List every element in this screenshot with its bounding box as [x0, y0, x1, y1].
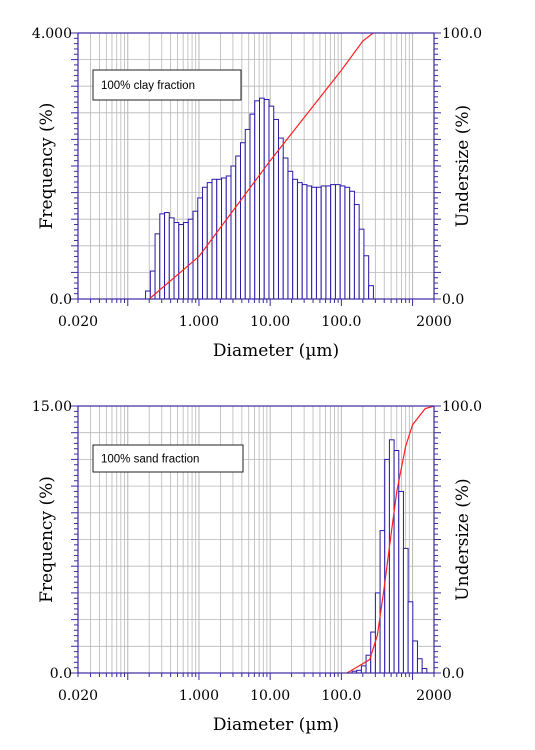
frequency-bar — [296, 182, 303, 300]
frequency-bar — [301, 184, 308, 300]
frequency-bar — [192, 210, 199, 300]
axis-ticks — [71, 32, 441, 306]
frequency-bar — [421, 668, 428, 674]
frequency-bar — [344, 186, 351, 300]
frequency-bar — [363, 255, 370, 300]
x-tick-label: 2000 — [416, 314, 452, 330]
frequency-bar — [282, 157, 289, 300]
x-axis-title: Diameter (µm) — [213, 341, 339, 361]
frequency-bar — [263, 99, 270, 300]
frequency-bar — [407, 601, 414, 674]
frequency-bar — [416, 658, 423, 674]
axis-ticks — [71, 405, 441, 680]
x-tick-label: 0.020 — [58, 688, 98, 704]
annotation-box — [92, 69, 242, 101]
frequency-bar — [183, 222, 189, 300]
frequency-bar — [244, 128, 251, 300]
y-left-tick-label: 0.0 — [50, 292, 72, 308]
frequency-bar — [287, 170, 294, 300]
clay-fraction-chart: 0.020 1.000 10.00 100.0 2000 0.0 4.000 0.0 100.0… — [32, 26, 482, 361]
frequency-bar — [325, 185, 332, 300]
x-tick-label: 10.00 — [250, 314, 290, 330]
frequency-bar — [145, 290, 151, 300]
y-right-axis-title: Undersize (%) — [453, 478, 473, 600]
frequency-bar — [398, 490, 404, 674]
y-right-tick-label: 100.0 — [442, 26, 482, 42]
frequency-bar — [315, 186, 322, 300]
frequency-bar — [249, 113, 256, 300]
frequency-bar — [154, 233, 161, 300]
frequency-bar — [258, 97, 265, 300]
frequency-bar — [235, 155, 241, 300]
x-tick-label: 10.00 — [250, 688, 290, 704]
frequency-bar — [358, 228, 365, 300]
frequency-bar — [320, 185, 327, 300]
frequency-bar — [273, 118, 279, 300]
frequency-bar — [254, 100, 260, 300]
y-right-tick-label: 100.0 — [442, 399, 482, 415]
y-left-tick-label: 4.000 — [32, 26, 72, 42]
frequency-bar — [360, 665, 367, 674]
frequency-bar — [330, 184, 336, 300]
frequency-bar — [216, 178, 223, 300]
frequency-bar — [168, 217, 175, 300]
frequency-bar — [277, 137, 284, 300]
frequency-bar — [402, 547, 409, 674]
frequency-bar — [173, 222, 180, 300]
frequency-bar — [412, 640, 418, 674]
annotation-label: 100% clay fraction — [101, 80, 195, 92]
frequency-bar — [178, 224, 185, 300]
y-left-axis-title: Frequency (%) — [37, 103, 57, 230]
y-left-axis-title: Frequency (%) — [37, 476, 57, 603]
undersize-curve — [148, 32, 374, 300]
x-tick-label: 1.000 — [179, 314, 219, 330]
frequency-bars — [145, 97, 374, 300]
y-left-tick-label: 0.0 — [50, 666, 72, 682]
frequency-bar — [349, 190, 355, 300]
frequency-bars — [351, 439, 428, 674]
frequency-bar — [225, 175, 232, 300]
annotation-label: 100% sand fraction — [101, 454, 199, 466]
x-tick-label: 100.0 — [321, 688, 361, 704]
frequency-bar — [197, 197, 204, 300]
y-right-axis-title: Undersize (%) — [453, 105, 473, 227]
frequency-bar — [388, 439, 395, 674]
frequency-bar — [202, 186, 208, 300]
frequency-bar — [268, 105, 275, 300]
y-right-tick-label: 0.0 — [442, 666, 464, 682]
frequency-bar — [311, 186, 317, 300]
frequency-bar — [292, 178, 298, 300]
annotation-box — [92, 444, 244, 473]
frequency-bar — [368, 285, 374, 300]
undersize-curve — [346, 405, 435, 674]
frequency-bar — [353, 204, 360, 300]
x-tick-label: 0.020 — [58, 314, 98, 330]
sand-fraction-chart: 0.020 1.000 10.00 100.0 2000 0.0 15.00 0.0 100.0… — [32, 399, 482, 735]
frequency-bar — [230, 165, 237, 300]
x-tick-label: 1.000 — [179, 688, 219, 704]
x-axis-title: Diameter (µm) — [213, 715, 339, 735]
x-tick-label: 2000 — [416, 688, 452, 704]
frequency-bar — [187, 218, 194, 300]
x-tick-label: 100.0 — [321, 314, 361, 330]
frequency-bar — [334, 184, 341, 300]
frequency-bar — [240, 142, 246, 300]
frequency-bar — [339, 185, 346, 300]
frequency-bar — [211, 178, 218, 300]
y-right-tick-label: 0.0 — [442, 292, 464, 308]
y-left-tick-label: 15.00 — [32, 399, 72, 415]
frequency-bar — [221, 177, 227, 300]
frequency-bar — [306, 185, 313, 300]
